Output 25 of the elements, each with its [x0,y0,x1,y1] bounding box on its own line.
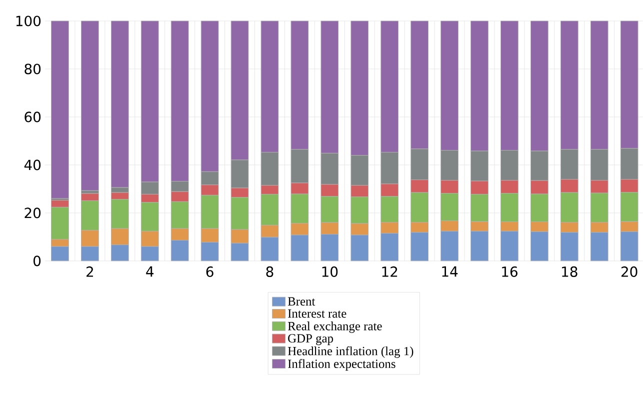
x-tick-label: 2 [86,266,93,277]
legend-label: Headline inflation (lag 1) [288,346,414,358]
y-tick-label: 80 [24,64,41,74]
y-tick-label: 60 [24,112,41,122]
y-tick-label: 0 [34,256,41,266]
y-tick-label: 40 [24,160,41,170]
y-tick-label: 20 [24,208,41,218]
x-tick-label: 20 [621,266,638,278]
x-tick-label: 18 [562,266,578,278]
bar [80,20,99,191]
x-tick-label: 12 [382,266,398,277]
x-tick-label: 16 [502,266,518,278]
x-tick-label: 6 [206,266,214,278]
legend-label: Interest rate [288,309,346,318]
legend-label: GDP gap [288,334,334,346]
x-tick-label: 10 [322,266,338,278]
x-tick-label: 14 [442,266,458,277]
x-tick-label: 4 [146,266,154,277]
x-tick-label: 8 [266,266,274,278]
bar [110,20,129,188]
y-tick-label: 100 [16,16,41,26]
legend-label: Brent [288,297,316,306]
bar [51,20,69,199]
legend-label: Real exchange rate [288,322,382,333]
legend-label: Inflation expectations [288,359,396,371]
